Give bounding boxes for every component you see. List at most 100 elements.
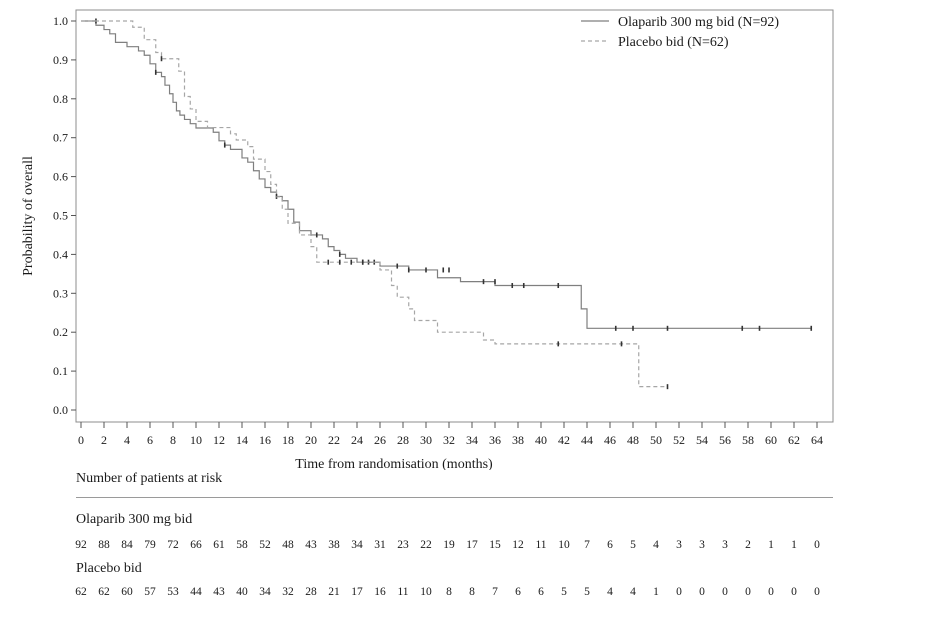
risk-count: 0 bbox=[814, 586, 820, 598]
risk-count: 34 bbox=[259, 586, 271, 598]
x-tick-label: 30 bbox=[420, 433, 432, 447]
risk-group-label-olaparib: Olaparib 300 mg bid bbox=[76, 512, 193, 527]
series-layer bbox=[81, 18, 813, 390]
risk-count: 62 bbox=[75, 586, 87, 598]
x-tick-label: 18 bbox=[282, 433, 294, 447]
legend-label-olaparib: Olaparib 300 mg bid (N=92) bbox=[618, 15, 779, 30]
risk-count: 0 bbox=[791, 586, 797, 598]
risk-count: 0 bbox=[768, 586, 774, 598]
risk-count: 72 bbox=[167, 539, 179, 551]
risk-count: 6 bbox=[607, 539, 613, 551]
x-tick-label: 0 bbox=[78, 433, 84, 447]
risk-count: 5 bbox=[584, 586, 590, 598]
x-tick-label: 32 bbox=[443, 433, 455, 447]
y-tick-label: 0.0 bbox=[53, 403, 68, 417]
risk-count: 28 bbox=[305, 586, 317, 598]
risk-count: 15 bbox=[489, 539, 501, 551]
risk-count: 31 bbox=[374, 539, 386, 551]
risk-count: 79 bbox=[144, 539, 156, 551]
y-tick-label: 0.9 bbox=[53, 53, 68, 67]
risk-count: 10 bbox=[558, 539, 570, 551]
x-tick-label: 14 bbox=[236, 433, 248, 447]
risk-count: 11 bbox=[397, 586, 409, 598]
y-tick-label: 0.7 bbox=[53, 131, 68, 145]
x-tick-label: 26 bbox=[374, 433, 386, 447]
x-tick-label: 6 bbox=[147, 433, 153, 447]
risk-count: 57 bbox=[144, 586, 156, 598]
risk-count: 60 bbox=[121, 586, 133, 598]
x-tick-label: 10 bbox=[190, 433, 202, 447]
x-tick-label: 34 bbox=[466, 433, 478, 447]
risk-count: 0 bbox=[722, 586, 728, 598]
risk-count: 40 bbox=[236, 586, 248, 598]
risk-count: 17 bbox=[351, 586, 363, 598]
risk-count: 34 bbox=[351, 539, 363, 551]
x-tick-label: 16 bbox=[259, 433, 271, 447]
series-line-placebo bbox=[81, 20, 668, 388]
legend: Olaparib 300 mg bid (N=92) Placebo bid (… bbox=[581, 15, 779, 50]
x-tick-label: 54 bbox=[696, 433, 708, 447]
risk-count: 17 bbox=[466, 539, 478, 551]
risk-count: 7 bbox=[492, 586, 498, 598]
risk-count: 4 bbox=[653, 539, 659, 551]
risk-count: 5 bbox=[561, 586, 567, 598]
x-tick-label: 58 bbox=[742, 433, 754, 447]
x-tick-label: 42 bbox=[558, 433, 570, 447]
x-tick-label: 12 bbox=[213, 433, 225, 447]
risk-count: 3 bbox=[676, 539, 682, 551]
risk-count: 4 bbox=[630, 586, 636, 598]
risk-count: 52 bbox=[259, 539, 271, 551]
y-tick-label: 0.4 bbox=[53, 247, 68, 261]
risk-count: 21 bbox=[328, 586, 340, 598]
risk-table-title: Number of patients at risk bbox=[76, 471, 223, 486]
risk-count: 1 bbox=[768, 539, 774, 551]
risk-count: 43 bbox=[305, 539, 317, 551]
series-line-olaparib bbox=[81, 20, 812, 329]
risk-count: 0 bbox=[699, 586, 705, 598]
risk-count: 38 bbox=[328, 539, 340, 551]
risk-count: 1 bbox=[653, 586, 659, 598]
risk-count: 5 bbox=[630, 539, 636, 551]
x-tick-label: 8 bbox=[170, 433, 176, 447]
x-tick-label: 44 bbox=[581, 433, 593, 447]
risk-count: 3 bbox=[699, 539, 705, 551]
legend-label-placebo: Placebo bid (N=62) bbox=[618, 35, 729, 50]
risk-count: 44 bbox=[190, 586, 202, 598]
plot-frame bbox=[75, 9, 834, 423]
x-tick-label: 62 bbox=[788, 433, 800, 447]
y-tick-label: 0.6 bbox=[53, 170, 68, 184]
risk-count: 0 bbox=[745, 586, 751, 598]
x-tick-label: 24 bbox=[351, 433, 363, 447]
risk-count: 2 bbox=[745, 539, 751, 551]
risk-count: 92 bbox=[75, 539, 87, 551]
risk-count: 62 bbox=[98, 586, 110, 598]
risk-group-label-placebo: Placebo bid bbox=[76, 561, 142, 576]
risk-count: 3 bbox=[722, 539, 728, 551]
y-axis-title: Probability of overall bbox=[21, 156, 36, 276]
risk-count: 0 bbox=[676, 586, 682, 598]
risk-count: 19 bbox=[443, 539, 455, 551]
x-tick-label: 20 bbox=[305, 433, 317, 447]
x-tick-label: 4 bbox=[124, 433, 130, 447]
risk-count: 84 bbox=[121, 539, 133, 551]
risk-count: 6 bbox=[538, 586, 544, 598]
x-tick-label: 50 bbox=[650, 433, 662, 447]
x-tick-label: 28 bbox=[397, 433, 409, 447]
risk-table-divider bbox=[76, 497, 833, 498]
risk-count: 8 bbox=[446, 586, 452, 598]
y-tick-label: 0.5 bbox=[53, 209, 68, 223]
risk-count: 8 bbox=[469, 586, 475, 598]
risk-count: 11 bbox=[535, 539, 547, 551]
risk-count: 7 bbox=[584, 539, 590, 551]
risk-count: 43 bbox=[213, 586, 225, 598]
risk-count: 53 bbox=[167, 586, 179, 598]
y-tick-label: 0.8 bbox=[53, 92, 68, 106]
risk-count: 23 bbox=[397, 539, 409, 551]
risk-count: 16 bbox=[374, 586, 386, 598]
risk-count: 58 bbox=[236, 539, 248, 551]
risk-count: 10 bbox=[420, 586, 432, 598]
x-tick-label: 48 bbox=[627, 433, 639, 447]
y-axis: 0.0 0.1 0.2 0.3 0.4 0.5 0.6 0.7 0.8 0.9 1.0 bbox=[53, 14, 76, 417]
risk-count: 48 bbox=[282, 539, 294, 551]
x-tick-label: 36 bbox=[489, 433, 501, 447]
